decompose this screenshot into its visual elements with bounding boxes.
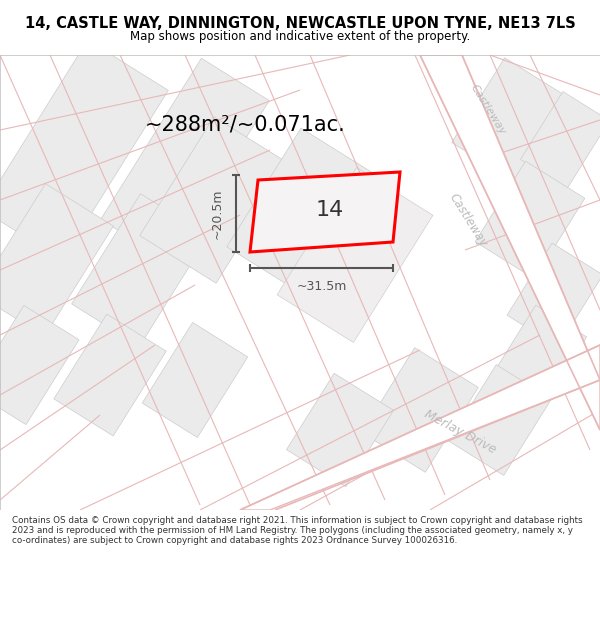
Text: ~288m²/~0.071ac.: ~288m²/~0.071ac. <box>145 115 346 135</box>
Polygon shape <box>452 58 568 182</box>
Polygon shape <box>362 348 478 472</box>
Text: Merlay Drive: Merlay Drive <box>422 408 498 456</box>
Bar <box>0 55 600 510</box>
Text: ~31.5m: ~31.5m <box>296 280 347 293</box>
Polygon shape <box>0 184 113 336</box>
Polygon shape <box>0 306 79 424</box>
Polygon shape <box>277 168 433 342</box>
Polygon shape <box>449 364 551 476</box>
Polygon shape <box>475 161 585 279</box>
Text: Castleway: Castleway <box>469 83 508 137</box>
Polygon shape <box>54 314 166 436</box>
Text: Contains OS data © Crown copyright and database right 2021. This information is : Contains OS data © Crown copyright and d… <box>12 516 583 546</box>
Polygon shape <box>250 172 400 252</box>
Polygon shape <box>101 58 269 262</box>
Polygon shape <box>0 40 168 260</box>
Polygon shape <box>520 91 600 189</box>
Text: Map shows position and indicative extent of the property.: Map shows position and indicative extent… <box>130 30 470 43</box>
Polygon shape <box>142 322 248 437</box>
Polygon shape <box>507 243 600 347</box>
Polygon shape <box>227 128 373 292</box>
Polygon shape <box>240 345 600 510</box>
Polygon shape <box>71 194 208 346</box>
Text: Castleway: Castleway <box>446 191 490 249</box>
Text: 14, CASTLE WAY, DINNINGTON, NEWCASTLE UPON TYNE, NE13 7LS: 14, CASTLE WAY, DINNINGTON, NEWCASTLE UP… <box>25 16 575 31</box>
Polygon shape <box>420 55 600 430</box>
Text: 14: 14 <box>316 200 344 220</box>
Polygon shape <box>140 117 290 283</box>
Polygon shape <box>286 373 394 487</box>
Polygon shape <box>493 305 587 405</box>
Text: ~20.5m: ~20.5m <box>211 188 224 239</box>
